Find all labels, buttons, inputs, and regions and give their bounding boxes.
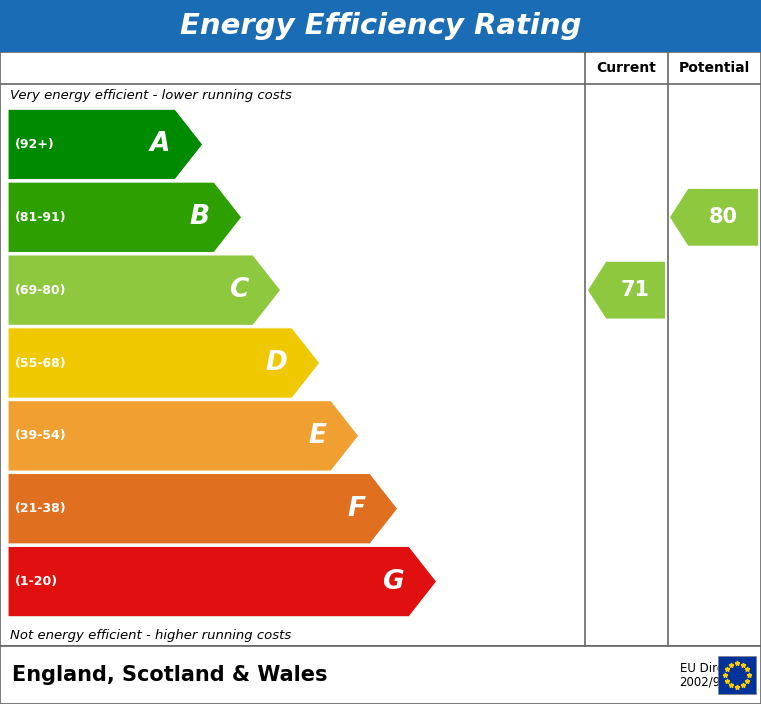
Text: (55-68): (55-68) [15,356,67,370]
Polygon shape [8,328,320,398]
Text: 71: 71 [621,280,650,300]
Text: A: A [150,132,170,158]
Text: Not energy efficient - higher running costs: Not energy efficient - higher running co… [10,629,291,641]
Text: 2002/91/EC: 2002/91/EC [680,676,748,689]
Bar [0,52,761,646]
Text: B: B [189,204,209,230]
Text: EU Directive: EU Directive [680,662,753,674]
Bar [718,656,756,694]
Polygon shape [8,182,242,253]
Text: Very energy efficient - lower running costs: Very energy efficient - lower running co… [10,89,291,103]
Text: F: F [347,496,365,522]
Text: (81-91): (81-91) [15,210,67,224]
Text: G: G [383,569,404,595]
Polygon shape [588,262,665,318]
Text: (92+): (92+) [15,138,55,151]
Text: (69-80): (69-80) [15,284,66,296]
Text: D: D [265,350,287,376]
Text: (39-54): (39-54) [15,429,67,442]
Text: C: C [229,277,248,303]
Text: Potential: Potential [679,61,750,75]
Text: Energy Efficiency Rating: Energy Efficiency Rating [180,12,581,40]
Text: 80: 80 [708,207,737,227]
Text: (1-20): (1-20) [15,575,58,588]
Bar [0,0,761,52]
Text: E: E [308,423,326,449]
Text: Current: Current [597,61,657,75]
Bar [0,646,761,704]
Polygon shape [8,255,281,325]
Polygon shape [8,474,398,544]
Polygon shape [8,401,358,471]
Text: (21-38): (21-38) [15,502,67,515]
Polygon shape [670,189,758,246]
Polygon shape [8,546,437,617]
Text: England, Scotland & Wales: England, Scotland & Wales [12,665,327,685]
Polygon shape [8,109,202,180]
